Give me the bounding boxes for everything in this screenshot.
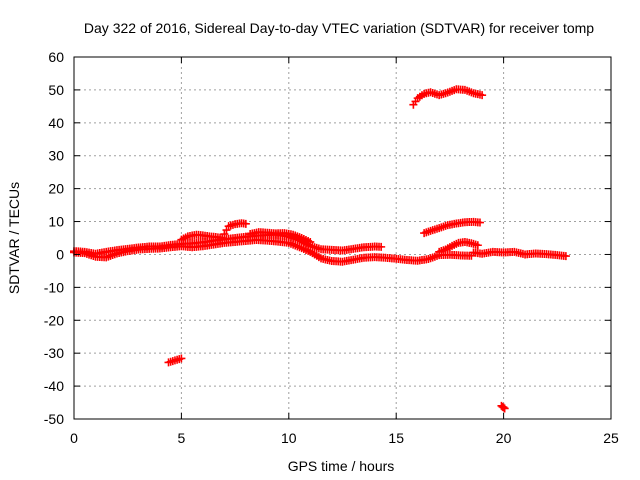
data-point xyxy=(473,241,482,250)
y-tick-label: -30 xyxy=(44,345,64,361)
grid-lines xyxy=(74,57,611,419)
data-point xyxy=(475,218,484,227)
x-tick-label: 20 xyxy=(496,430,512,446)
y-tick-label: 20 xyxy=(48,181,64,197)
y-tick-labels: -50 -40 -30 -20 -10 0 10 20 30 40 50 60 xyxy=(44,49,64,427)
x-tick-label: 10 xyxy=(281,430,297,446)
satellite-track-5 xyxy=(409,85,487,109)
y-tick-label: 0 xyxy=(56,246,64,262)
data-point xyxy=(241,219,250,228)
satellite-track-3 xyxy=(177,219,250,244)
data-point xyxy=(500,404,509,413)
y-tick-label: 30 xyxy=(48,148,64,164)
satellite-track-2 xyxy=(70,235,476,266)
y-tick-label: -40 xyxy=(44,378,64,394)
x-tick-label: 25 xyxy=(603,430,619,446)
x-tick-label: 0 xyxy=(70,430,78,446)
y-tick-label: 10 xyxy=(48,214,64,230)
satellite-track-9 xyxy=(164,354,186,367)
data-point xyxy=(561,252,570,261)
y-tick-label: 40 xyxy=(48,115,64,131)
y-tick-label: 50 xyxy=(48,82,64,98)
axis-ticks xyxy=(73,56,612,420)
y-tick-label: 60 xyxy=(48,49,64,65)
data-point xyxy=(499,403,508,412)
plot-frame xyxy=(73,56,612,420)
satellite-track-7 xyxy=(435,237,482,256)
data-point xyxy=(478,91,487,100)
y-tick-label: -50 xyxy=(44,411,64,427)
data-point xyxy=(306,237,315,246)
chart-title: Day 322 of 2016, Sidereal Day-to-day VTE… xyxy=(84,20,594,36)
data-points xyxy=(70,85,570,413)
satellite-track-10 xyxy=(497,401,509,413)
y-tick-label: -10 xyxy=(44,279,64,295)
satellite-track-8 xyxy=(469,247,570,261)
x-tick-labels: 0 5 10 15 20 25 xyxy=(70,430,619,446)
x-axis-label: GPS time / hours xyxy=(288,458,395,474)
y-tick-label: -20 xyxy=(44,312,64,328)
satellite-track-4 xyxy=(246,228,315,246)
data-point xyxy=(177,354,186,363)
data-point xyxy=(377,242,386,251)
x-tick-label: 15 xyxy=(388,430,404,446)
x-tick-label: 5 xyxy=(178,430,186,446)
y-axis-label: SDTVAR / TECUs xyxy=(6,182,22,294)
satellite-track-6 xyxy=(420,217,484,238)
